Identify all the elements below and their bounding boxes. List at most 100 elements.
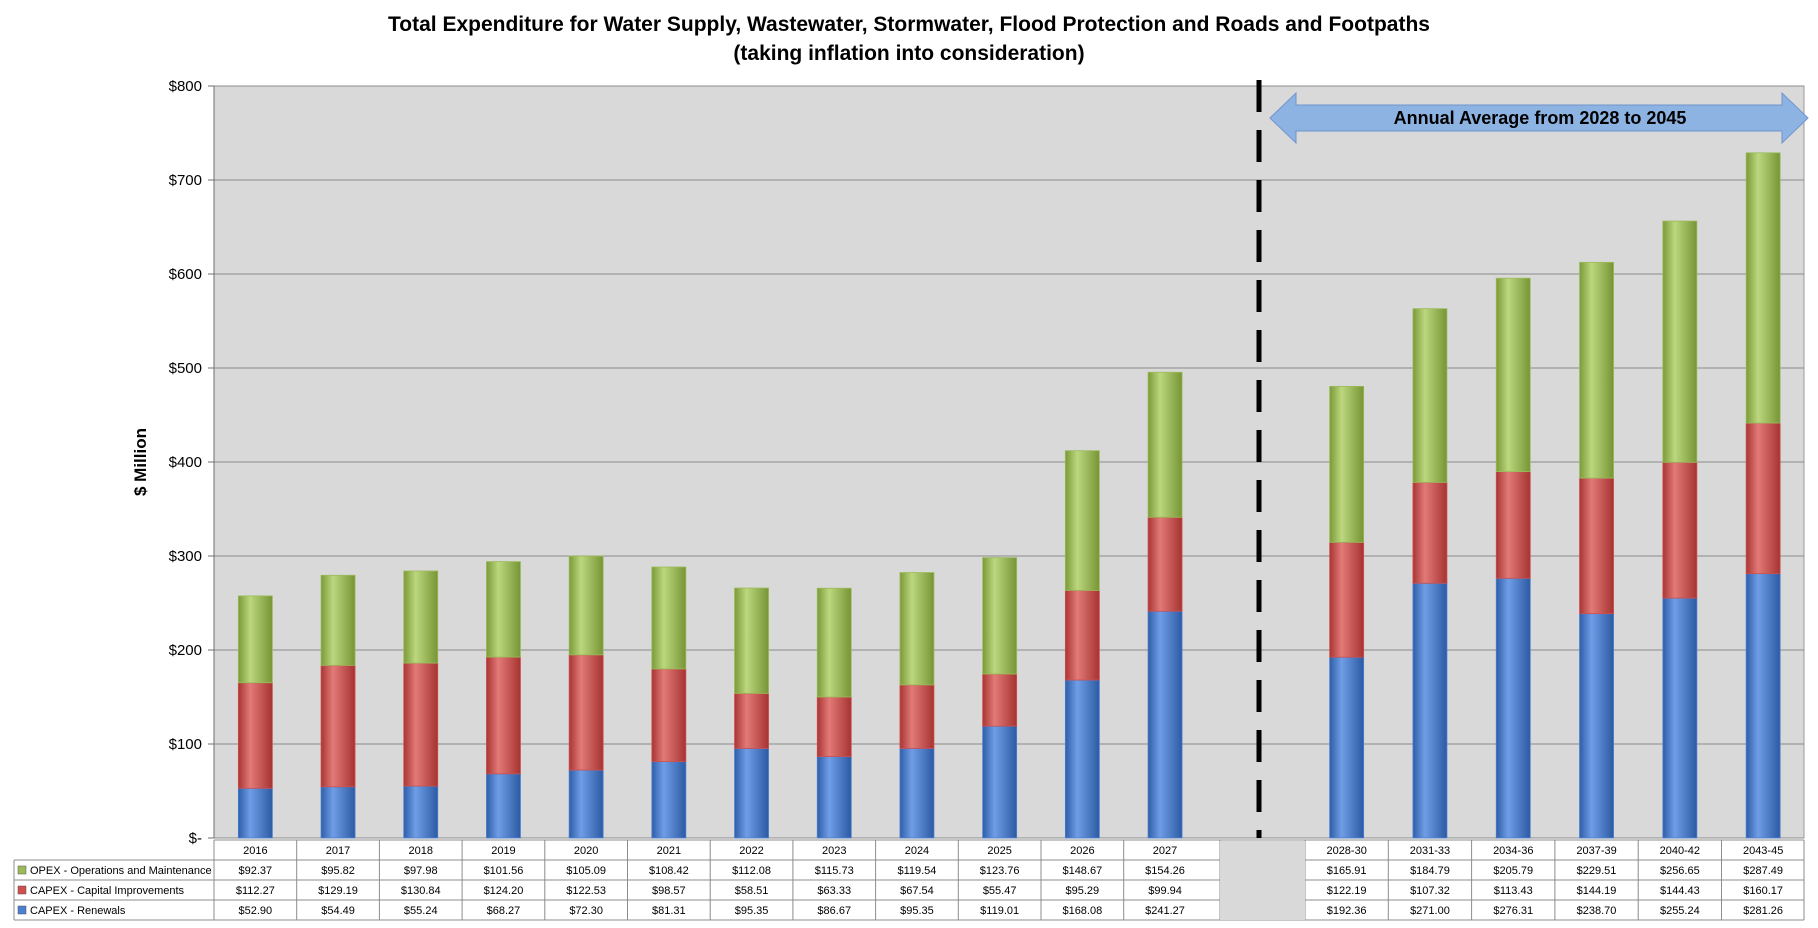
bar-opex-operations-and-maintenance [320, 574, 356, 666]
bars [237, 152, 1781, 839]
chart-title: Total Expenditure for Water Supply, Wast… [0, 10, 1818, 68]
bar-capex-capital-improvements [899, 684, 935, 749]
legend-swatch [17, 865, 27, 875]
table-category-label: 2020 [574, 845, 598, 857]
bar-opex-operations-and-maintenance [486, 561, 521, 658]
table-value-cell: $165.91 [1327, 865, 1367, 877]
legend-label: CAPEX - Capital Improvements [30, 885, 185, 897]
y-tick-label: $200 [169, 642, 202, 659]
bar-capex-renewals [1662, 597, 1698, 839]
double-arrow [1269, 91, 1809, 145]
bar-opex-operations-and-maintenance [568, 555, 604, 656]
table-value-cell: $95.35 [900, 905, 934, 917]
table-value-cell: $144.43 [1660, 885, 1700, 897]
bar-opex-operations-and-maintenance [816, 587, 852, 698]
bar-capex-renewals [1412, 582, 1448, 839]
table-value-cell: $119.54 [897, 865, 936, 877]
bar-opex-operations-and-maintenance [982, 557, 1018, 675]
bar-opex-operations-and-maintenance [237, 595, 273, 684]
table-value-cell: $107.32 [1410, 885, 1450, 897]
bar-capex-capital-improvements [1064, 590, 1100, 681]
bar-capex-renewals [403, 785, 439, 839]
bar-opex-operations-and-maintenance [899, 572, 935, 686]
bar-capex-renewals [320, 786, 356, 839]
bar-capex-renewals [1745, 573, 1781, 839]
table-value-cell: $229.51 [1577, 865, 1617, 877]
table-value-cell: $58.51 [735, 885, 769, 897]
bar-capex-capital-improvements [982, 673, 1018, 727]
table-value-cell: $72.30 [569, 905, 603, 917]
table-value-cell: $63.33 [817, 885, 851, 897]
table-value-cell: $255.24 [1660, 905, 1700, 917]
bar-opex-operations-and-maintenance [1329, 385, 1365, 543]
table-value-cell: $112.27 [236, 885, 275, 897]
bar-capex-renewals [1495, 577, 1531, 839]
table-value-cell: $105.09 [566, 865, 606, 877]
bar-opex-operations-and-maintenance [1412, 308, 1448, 483]
table-category-label: 2018 [409, 845, 433, 857]
table-value-cell: $86.67 [817, 905, 851, 917]
y-tick-label: $600 [169, 266, 202, 283]
bar-capex-capital-improvements [816, 696, 852, 757]
table-value-cell: $287.49 [1743, 865, 1783, 877]
bar-capex-capital-improvements [1745, 422, 1781, 575]
table-value-cell: $144.19 [1577, 885, 1617, 897]
table-value-cell: $99.94 [1148, 885, 1182, 897]
table-category-label: 2037-39 [1576, 845, 1616, 857]
bar-capex-capital-improvements [403, 662, 439, 787]
table-value-cell: $130.84 [401, 885, 441, 897]
bar-opex-operations-and-maintenance [1579, 261, 1614, 479]
table-value-cell: $192.36 [1327, 905, 1367, 917]
y-tick-label: $700 [169, 172, 202, 189]
table-value-cell: $119.01 [980, 905, 1019, 917]
bar-opex-operations-and-maintenance [734, 587, 769, 694]
table-category-label: 2025 [987, 845, 1011, 857]
table-value-cell: $256.65 [1660, 865, 1700, 877]
bar-capex-capital-improvements [1329, 541, 1365, 658]
annotations: Annual Average from 2028 to 2045 [1256, 80, 1809, 838]
bar-capex-capital-improvements [1495, 471, 1531, 579]
table-value-cell: $123.76 [980, 865, 1020, 877]
legend-swatch [17, 885, 27, 895]
y-tick-label: $400 [169, 454, 202, 471]
table-value-cell: $98.57 [652, 885, 686, 897]
table-value-cell: $154.26 [1145, 865, 1185, 877]
bar-capex-renewals [899, 747, 935, 839]
table-value-cell: $168.08 [1062, 905, 1102, 917]
y-tick-label: $800 [169, 78, 202, 95]
bar-capex-renewals [1329, 656, 1365, 839]
bar-opex-operations-and-maintenance [1495, 277, 1531, 473]
bar-opex-operations-and-maintenance [1745, 152, 1781, 424]
bar-capex-capital-improvements [1579, 477, 1614, 615]
table-value-cell: $101.56 [484, 865, 524, 877]
bar-capex-capital-improvements [734, 692, 769, 749]
table-category-label: 2022 [739, 845, 763, 857]
table-category-label: 2031-33 [1410, 845, 1450, 857]
table-category-label: 2027 [1153, 845, 1177, 857]
table-value-cell: $113.43 [1494, 885, 1533, 897]
table-value-cell: $95.82 [321, 865, 355, 877]
bar-capex-renewals [486, 773, 521, 839]
table-category-label: 2043-45 [1743, 845, 1783, 857]
bar-capex-capital-improvements [486, 656, 521, 775]
chart-title-line: Total Expenditure for Water Supply, Wast… [388, 13, 1430, 36]
table-value-cell: $184.79 [1410, 865, 1450, 877]
table-value-cell: $52.90 [239, 905, 273, 917]
table-category-label: 2023 [822, 845, 846, 857]
table-value-cell: $81.31 [652, 905, 686, 917]
table-category-label: 2034-36 [1493, 845, 1533, 857]
bar-capex-renewals [651, 761, 687, 839]
bar-capex-renewals [568, 769, 604, 839]
table-value-cell: $92.37 [239, 865, 273, 877]
table-value-cell: $97.98 [404, 865, 438, 877]
table-value-cell: $115.73 [815, 865, 854, 877]
bar-capex-renewals [982, 725, 1018, 839]
table-category-label: 2017 [326, 845, 350, 857]
y-tick-label: $- [189, 830, 202, 847]
table-value-cell: $129.19 [318, 885, 358, 897]
table-value-cell: $122.53 [566, 885, 606, 897]
bar-capex-renewals [1579, 613, 1614, 839]
table-category-label: 2040-42 [1660, 845, 1700, 857]
legend-swatch [17, 905, 27, 915]
